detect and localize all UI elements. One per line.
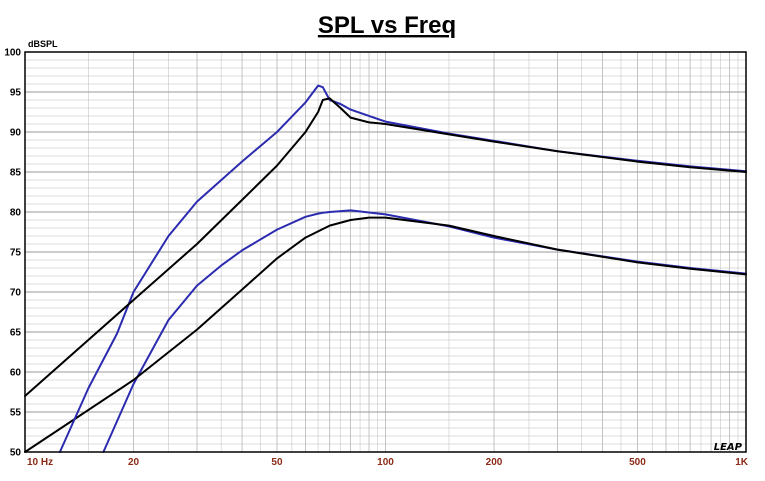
grid <box>25 52 746 452</box>
y-tick-label: 65 <box>10 328 22 339</box>
chart-title: SPL vs Freq <box>318 12 456 39</box>
x-tick-label: 20 <box>128 457 140 468</box>
tick-labels: 50 55 60 65 70 75 80 85 90 95 100 10 Hz 20 50 100 200 50… <box>4 48 748 469</box>
leap-logo: LEAP <box>714 442 743 453</box>
x-tick-label: 200 <box>486 457 503 468</box>
x-tick-label: 500 <box>629 457 646 468</box>
series-line-4 <box>24 97 747 397</box>
series-layer <box>24 84 747 453</box>
y-tick-label: 90 <box>10 128 22 139</box>
x-tick-label: 50 <box>271 457 283 468</box>
y-tick-label: 60 <box>10 368 22 379</box>
x-tick-label: 1K <box>735 457 749 468</box>
y-tick-label: 100 <box>4 48 21 59</box>
y-tick-label: 95 <box>10 88 22 99</box>
series-line-3 <box>58 84 747 453</box>
series-line-1 <box>102 209 747 453</box>
y-axis-label: dBSPL <box>28 39 58 49</box>
y-tick-label: 70 <box>10 288 22 299</box>
y-tick-label: 50 <box>10 448 22 459</box>
y-tick-label: 80 <box>10 208 22 219</box>
y-tick-label: 85 <box>10 168 22 179</box>
series-line-2 <box>24 216 747 453</box>
x-tick-label: 10 Hz <box>27 457 53 468</box>
plot-frame <box>24 51 747 453</box>
y-tick-label: 55 <box>10 408 22 419</box>
x-tick-label: 100 <box>377 457 394 468</box>
y-tick-label: 75 <box>10 248 22 259</box>
